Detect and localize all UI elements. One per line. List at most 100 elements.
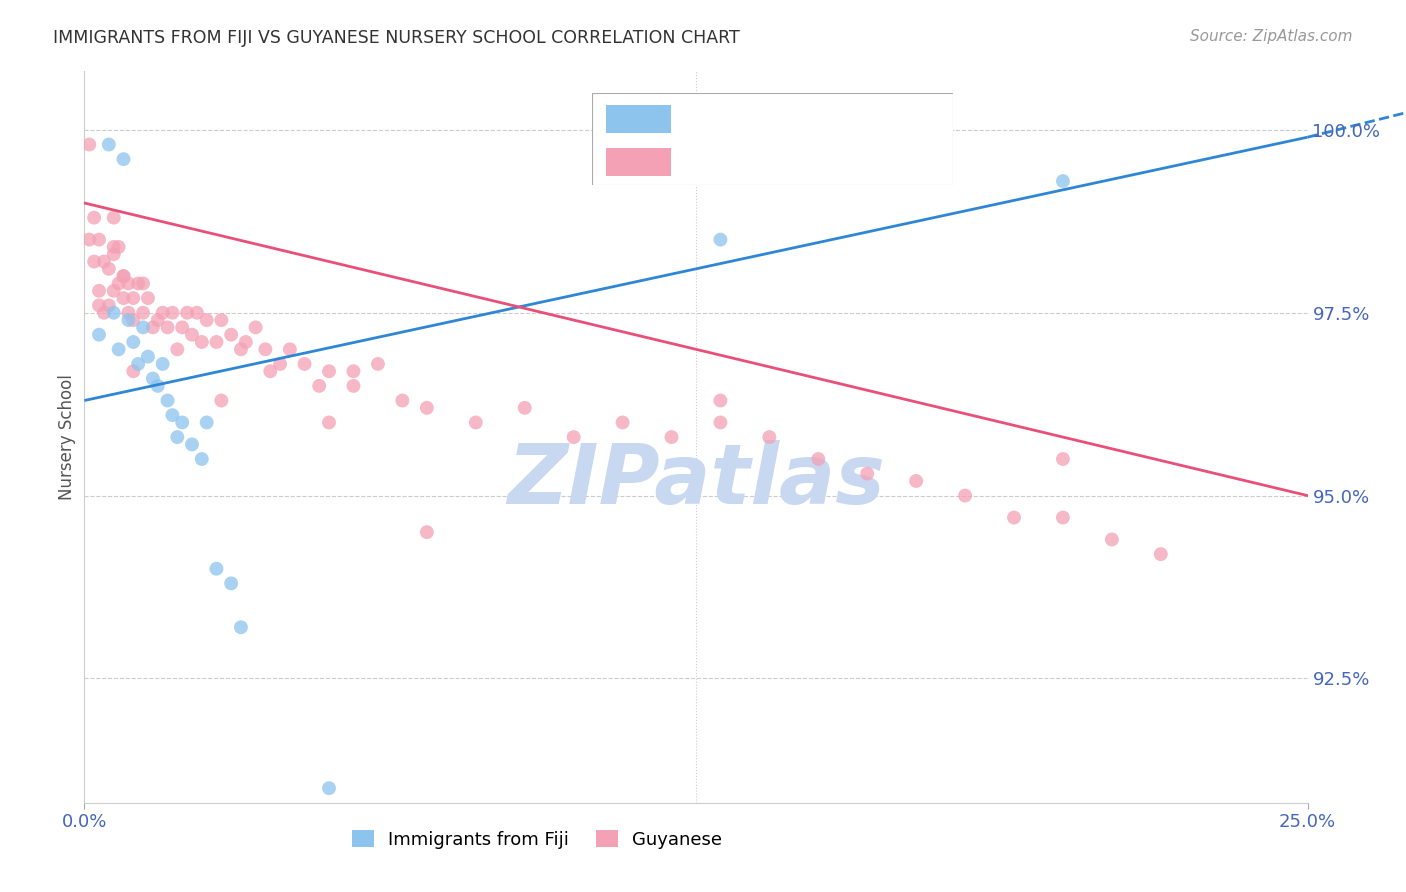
- Point: [205, 334, 228, 349]
- Point: [905, 474, 928, 488]
- Point: [166, 430, 188, 444]
- Point: [278, 343, 301, 357]
- Point: [172, 320, 194, 334]
- Point: [758, 430, 780, 444]
- Point: [146, 379, 169, 393]
- Point: [181, 327, 204, 342]
- Point: [709, 393, 731, 408]
- Point: [103, 247, 125, 261]
- Point: [103, 306, 125, 320]
- Point: [513, 401, 536, 415]
- Point: [181, 437, 204, 451]
- Point: [117, 277, 139, 291]
- Point: [132, 277, 155, 291]
- Point: [205, 562, 228, 576]
- Point: [103, 240, 125, 254]
- Text: ZIPatlas: ZIPatlas: [508, 441, 884, 522]
- Point: [229, 620, 252, 634]
- Point: [77, 233, 100, 247]
- Point: [112, 152, 135, 166]
- Point: [97, 261, 120, 276]
- Legend: Immigrants from Fiji, Guyanese: Immigrants from Fiji, Guyanese: [344, 823, 730, 856]
- Point: [97, 137, 120, 152]
- Point: [1101, 533, 1123, 547]
- Point: [122, 291, 145, 305]
- Point: [107, 277, 129, 291]
- Point: [367, 357, 389, 371]
- Point: [87, 327, 110, 342]
- Point: [416, 525, 439, 540]
- Point: [87, 233, 110, 247]
- Point: [953, 489, 976, 503]
- Point: [661, 430, 683, 444]
- Point: [318, 781, 340, 796]
- Point: [146, 313, 169, 327]
- Point: [245, 320, 267, 334]
- Point: [342, 379, 364, 393]
- Point: [127, 357, 149, 371]
- Point: [132, 306, 155, 320]
- Point: [142, 320, 165, 334]
- Point: [112, 269, 135, 284]
- Point: [112, 269, 135, 284]
- Point: [709, 416, 731, 430]
- Point: [1052, 174, 1074, 188]
- Point: [191, 334, 214, 349]
- Point: [127, 277, 149, 291]
- Point: [318, 364, 340, 378]
- Point: [117, 313, 139, 327]
- Point: [562, 430, 585, 444]
- Point: [166, 343, 188, 357]
- Point: [1052, 452, 1074, 467]
- Point: [97, 298, 120, 312]
- Point: [219, 576, 242, 591]
- Point: [87, 284, 110, 298]
- Point: [77, 137, 100, 152]
- Point: [122, 334, 145, 349]
- Point: [416, 401, 439, 415]
- Point: [107, 343, 129, 357]
- Text: IMMIGRANTS FROM FIJI VS GUYANESE NURSERY SCHOOL CORRELATION CHART: IMMIGRANTS FROM FIJI VS GUYANESE NURSERY…: [53, 29, 740, 47]
- Point: [318, 416, 340, 430]
- Point: [195, 416, 218, 430]
- Point: [136, 350, 159, 364]
- Point: [191, 452, 214, 467]
- Point: [391, 393, 413, 408]
- Point: [142, 371, 165, 385]
- Point: [136, 291, 159, 305]
- Point: [156, 393, 179, 408]
- Point: [856, 467, 879, 481]
- Point: [103, 284, 125, 298]
- Point: [294, 357, 316, 371]
- Point: [162, 306, 184, 320]
- Point: [122, 313, 145, 327]
- Point: [172, 416, 194, 430]
- Point: [186, 306, 208, 320]
- Point: [122, 364, 145, 378]
- Point: [103, 211, 125, 225]
- Point: [132, 320, 155, 334]
- Text: Source: ZipAtlas.com: Source: ZipAtlas.com: [1189, 29, 1353, 45]
- Point: [83, 211, 105, 225]
- Point: [93, 254, 115, 268]
- Point: [1150, 547, 1173, 561]
- Point: [87, 298, 110, 312]
- Point: [195, 313, 218, 327]
- Point: [269, 357, 291, 371]
- Point: [807, 452, 830, 467]
- Point: [209, 393, 232, 408]
- Point: [117, 306, 139, 320]
- Point: [464, 416, 486, 430]
- Point: [93, 306, 115, 320]
- Y-axis label: Nursery School: Nursery School: [58, 374, 76, 500]
- Point: [156, 320, 179, 334]
- Point: [229, 343, 252, 357]
- Point: [1002, 510, 1025, 524]
- Point: [209, 313, 232, 327]
- Point: [152, 357, 174, 371]
- Point: [709, 233, 731, 247]
- Point: [254, 343, 277, 357]
- Point: [107, 240, 129, 254]
- Point: [162, 408, 184, 422]
- Point: [112, 291, 135, 305]
